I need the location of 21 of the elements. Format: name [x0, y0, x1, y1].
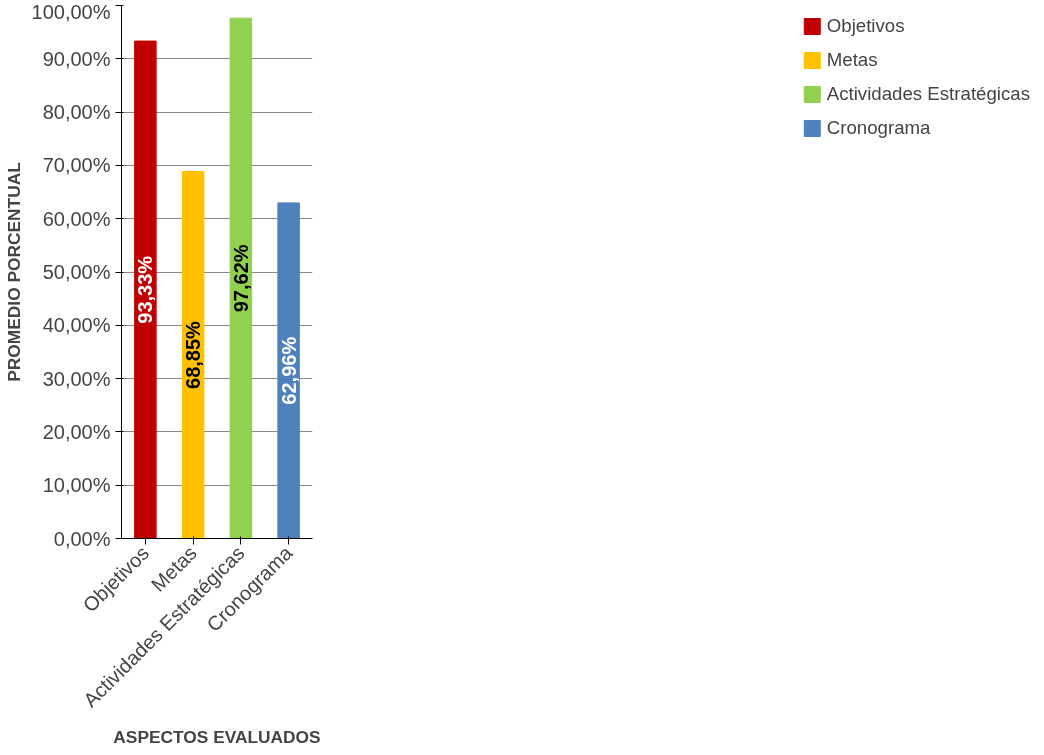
legend-label: Metas	[826, 49, 878, 71]
x-axis-title: ASPECTOS EVALUADOS	[113, 727, 321, 748]
y-tick-label: 80,00%	[42, 101, 111, 124]
y-tick-label: 100,00%	[31, 0, 111, 23]
legend-label: Actividades Estratégicas	[826, 83, 1030, 105]
y-tick-label: 90,00%	[42, 47, 111, 70]
legend-label: Objetivos	[826, 15, 905, 37]
legend-label: Cronograma	[826, 117, 931, 139]
y-tick-label: 70,00%	[42, 154, 111, 177]
y-tick-label: 20,00%	[42, 420, 111, 443]
text: 93,33%	[134, 255, 157, 324]
y-tick-label: 30,00%	[42, 367, 111, 390]
y-tick-label: 10,00%	[42, 474, 111, 497]
text: 68,85%	[182, 321, 205, 389]
y-tick-label: 0,00%	[53, 527, 111, 550]
y-axis-title: PROMEDIO PORCENTUAL	[3, 161, 24, 382]
text: 97,62%	[229, 244, 252, 313]
y-tick-label: 60,00%	[42, 207, 111, 230]
text: 62,96%	[277, 336, 300, 405]
y-tick-label: 40,00%	[42, 314, 111, 337]
y-tick-label: 50,00%	[42, 261, 111, 283]
